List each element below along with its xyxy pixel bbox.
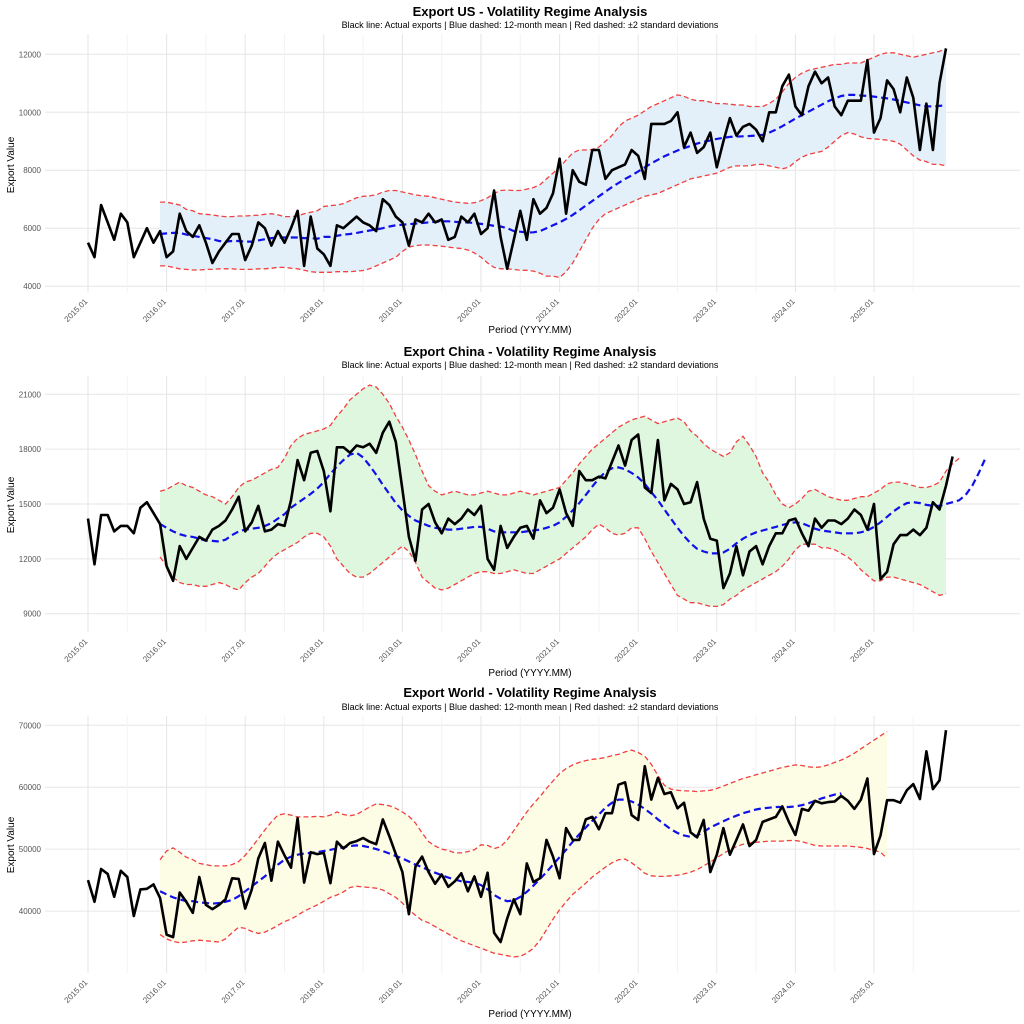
y-tick-label: 60000: [19, 783, 42, 792]
upper-band-line: [160, 47, 947, 218]
lower-band-line: [159, 839, 888, 958]
x-axis-label: Period (YYYY.MM): [488, 325, 571, 336]
y-tick-label: 10000: [19, 108, 42, 117]
y-tick-label: 40000: [19, 907, 42, 916]
y-axis-label: Export Value: [6, 136, 17, 193]
y-axis-label: Export Value: [6, 476, 17, 533]
y-axis-label: Export Value: [6, 816, 17, 873]
y-tick-label: 12000: [19, 555, 42, 564]
y-tick-label: 12000: [19, 50, 42, 59]
std-band: [160, 731, 888, 957]
y-tick-label: 6000: [23, 224, 41, 233]
chart-title: Export China - Volatility Regime Analysi…: [404, 344, 657, 359]
y-tick-label: 50000: [19, 845, 42, 854]
mean-line: [159, 93, 947, 243]
chart-title: Export US - Volatility Regime Analysis: [413, 4, 648, 19]
actual-line: [86, 420, 954, 590]
y-tick-label: 18000: [19, 445, 42, 454]
x-axis-label: Period (YYYY.MM): [488, 668, 571, 679]
y-tick-label: 4000: [23, 282, 41, 291]
actual-line: [86, 730, 948, 944]
chart-subtitle: Black line: Actual exports | Blue dashed…: [342, 20, 719, 30]
y-tick-label: 15000: [19, 500, 42, 509]
chart-title: Export World - Volatility Regime Analysi…: [403, 685, 656, 700]
y-tick-label: 21000: [19, 390, 42, 399]
actual-line: [86, 48, 948, 271]
panel-us: Export US - Volatility Regime Analysis B…: [6, 4, 1020, 336]
mean-line: [159, 451, 987, 555]
chart-subtitle: Black line: Actual exports | Blue dashed…: [342, 702, 719, 712]
y-tick-label: 70000: [19, 721, 42, 730]
x-axis-label: Period (YYYY.MM): [488, 1009, 571, 1020]
std-band: [160, 48, 947, 278]
y-tick-label: 8000: [23, 166, 41, 175]
upper-band-line: [159, 730, 888, 867]
chart-subtitle: Black line: Actual exports | Blue dashed…: [342, 360, 719, 370]
lower-band-line: [160, 131, 947, 279]
y-tick-label: 9000: [23, 610, 41, 619]
lower-band-line: [159, 523, 947, 608]
upper-band-line: [159, 384, 960, 509]
